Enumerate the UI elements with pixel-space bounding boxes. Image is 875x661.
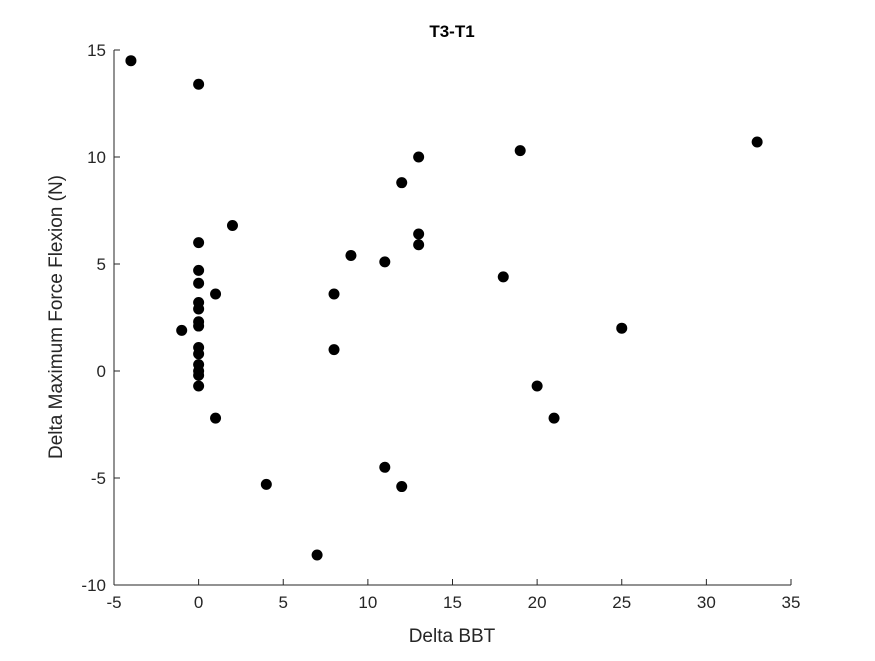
data-point — [311, 549, 323, 561]
y-tick-label: -5 — [91, 469, 106, 488]
data-point — [345, 249, 357, 261]
chart-title: T3-T1 — [429, 22, 474, 41]
x-tick-label: 30 — [697, 593, 716, 612]
data-point — [514, 145, 526, 157]
data-point — [193, 348, 205, 360]
x-tick-label: 25 — [612, 593, 631, 612]
data-point — [193, 380, 205, 392]
data-point — [379, 256, 391, 268]
y-axis-label: Delta Maximum Force Flexion (N) — [46, 175, 67, 459]
data-point — [379, 461, 391, 473]
data-point — [125, 55, 137, 67]
x-tick-label: 35 — [782, 593, 801, 612]
data-point — [396, 481, 408, 493]
x-tick-label: -5 — [106, 593, 121, 612]
data-point — [210, 412, 222, 424]
data-point — [193, 303, 205, 315]
x-axis-label: Delta BBT — [409, 626, 496, 647]
x-tick-label: 15 — [443, 593, 462, 612]
data-point — [396, 177, 408, 189]
data-point — [413, 239, 425, 251]
data-point — [260, 478, 272, 490]
data-point — [328, 344, 340, 356]
y-tick-label: 0 — [97, 362, 106, 381]
data-point — [328, 288, 340, 300]
data-point — [226, 219, 238, 231]
data-point — [413, 228, 425, 240]
data-point — [210, 288, 222, 300]
y-tick-label: -10 — [81, 576, 106, 595]
x-tick-label: 5 — [279, 593, 288, 612]
y-tick-labels: -10 -5 0 5 10 15 — [81, 41, 106, 595]
data-point — [193, 369, 205, 381]
data-point — [751, 136, 763, 148]
data-point — [193, 237, 205, 249]
data-point — [193, 264, 205, 276]
x-tick-label: 20 — [528, 593, 547, 612]
data-point — [548, 412, 560, 424]
y-tick-label: 5 — [97, 255, 106, 274]
data-point — [176, 324, 188, 336]
data-point — [531, 380, 543, 392]
y-tick-label: 15 — [87, 41, 106, 60]
x-tick-labels: -5 0 5 10 15 20 25 30 35 — [106, 593, 800, 612]
data-point — [497, 271, 509, 283]
x-tick-label: 0 — [194, 593, 203, 612]
data-point — [413, 151, 425, 163]
data-points — [125, 55, 763, 561]
axes — [113, 49, 792, 586]
data-point — [616, 322, 628, 334]
data-point — [193, 320, 205, 332]
plot-background — [114, 50, 791, 585]
y-tick-label: 10 — [87, 148, 106, 167]
x-tick-label: 10 — [358, 593, 377, 612]
data-point — [193, 78, 205, 90]
data-point — [193, 277, 205, 289]
